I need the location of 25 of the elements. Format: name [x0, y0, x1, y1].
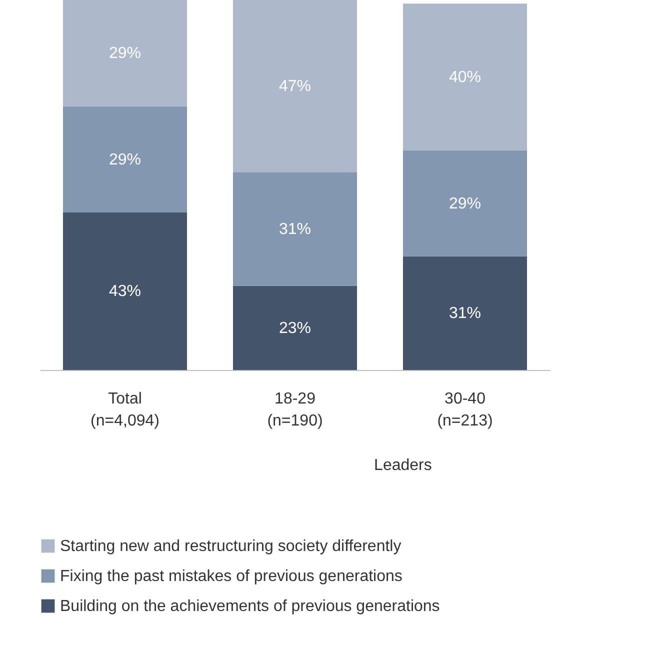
data-label: 43% — [108, 283, 142, 300]
x-tick-label: 30-40 (n=213) — [437, 390, 493, 430]
legend-label: Fixing the past mistakes of previous generations — [60, 568, 402, 585]
data-label: 29% — [108, 45, 142, 62]
bar — [233, 286, 357, 370]
bar — [403, 150, 527, 256]
bar — [233, 172, 357, 286]
bar — [63, 212, 187, 370]
bar — [63, 106, 187, 212]
x-tick-label: 18-29 (n=190) — [267, 390, 323, 430]
data-label: 47% — [278, 78, 312, 96]
bar — [63, 0, 187, 106]
data-label: 40% — [448, 68, 482, 86]
bar — [403, 256, 527, 370]
data-label: 23% — [278, 320, 312, 337]
x-tick-label: Total (n=4,094) — [90, 390, 160, 430]
data-label: 31% — [448, 305, 482, 322]
text: Leaders — [374, 457, 432, 474]
legend-label: Building on the achievements of previous generations — [60, 598, 440, 615]
data-label: 29% — [108, 151, 142, 168]
data-label: 29% — [448, 195, 482, 212]
bar — [403, 4, 527, 150]
legend-label: Starting new and restructuring society differently — [60, 538, 402, 555]
bar — [233, 0, 357, 172]
data-label: 31% — [278, 220, 312, 238]
